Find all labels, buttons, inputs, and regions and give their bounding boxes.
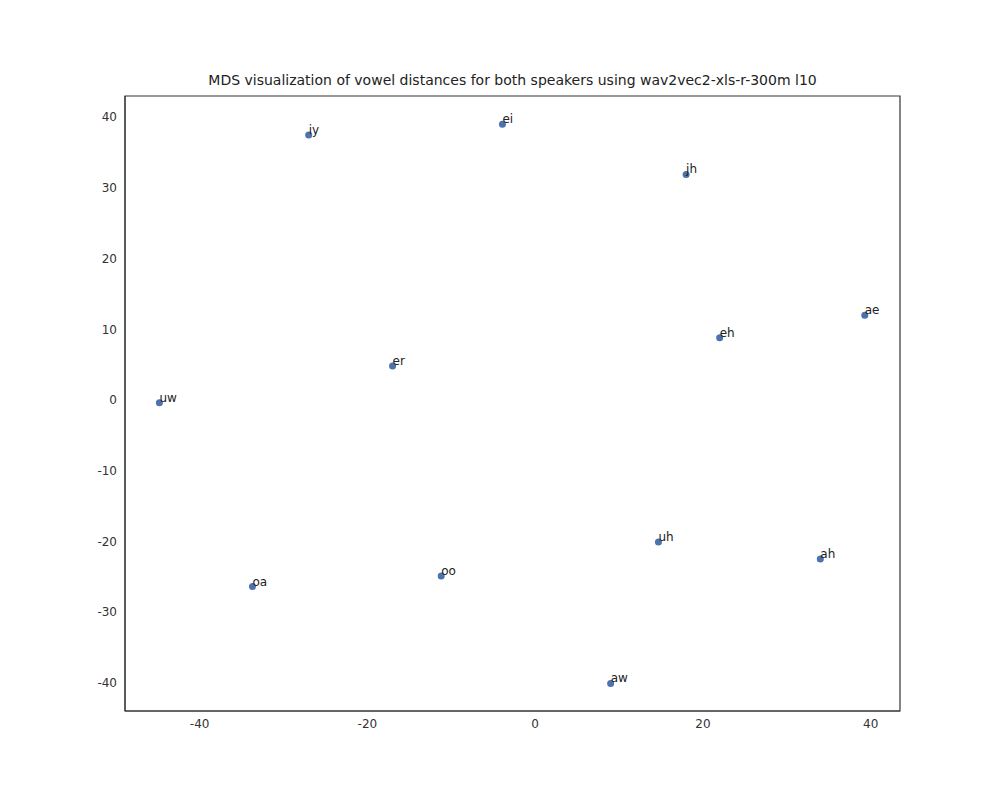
svg-text:ah: ah [820, 547, 835, 561]
svg-text:oa: oa [252, 575, 267, 589]
svg-text:oo: oo [441, 564, 456, 578]
svg-text:uw: uw [159, 391, 177, 405]
svg-text:-10: -10 [97, 464, 117, 478]
svg-text:jh: jh [685, 162, 697, 176]
svg-text:10: 10 [102, 323, 117, 337]
svg-text:ei: ei [502, 112, 513, 126]
svg-text:0: 0 [531, 717, 539, 731]
svg-text:aw: aw [611, 671, 628, 685]
svg-text:uh: uh [658, 530, 673, 544]
svg-text:-40: -40 [190, 717, 210, 731]
svg-text:20: 20 [695, 717, 710, 731]
svg-text:ae: ae [865, 303, 880, 317]
svg-text:-40: -40 [97, 676, 117, 690]
svg-text:40: 40 [102, 110, 117, 124]
svg-text:eh: eh [720, 326, 735, 340]
svg-text:-30: -30 [97, 605, 117, 619]
svg-text:-20: -20 [97, 535, 117, 549]
svg-text:0: 0 [109, 393, 117, 407]
svg-text:-20: -20 [358, 717, 378, 731]
svg-text:iy: iy [309, 123, 319, 137]
svg-text:30: 30 [102, 181, 117, 195]
svg-text:er: er [393, 354, 405, 368]
html-text:MDS visualization of vowel dis: MDS visualization of vowel distances for… [208, 72, 817, 88]
svg-text:20: 20 [102, 252, 117, 266]
svg-text:40: 40 [863, 717, 878, 731]
